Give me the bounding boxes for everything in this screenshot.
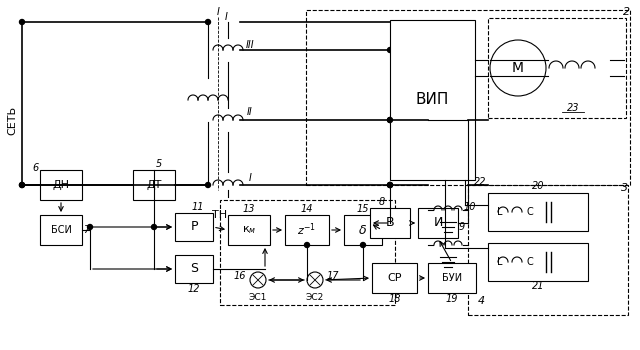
- Text: СЕТЬ: СЕТЬ: [7, 105, 17, 134]
- Text: Р: Р: [190, 220, 198, 233]
- Circle shape: [387, 182, 392, 188]
- Text: 8: 8: [379, 197, 385, 207]
- Text: 16: 16: [234, 271, 246, 281]
- Text: I: I: [225, 12, 227, 22]
- Text: I: I: [248, 173, 252, 183]
- Text: 12: 12: [188, 284, 200, 294]
- Text: 9: 9: [459, 222, 465, 232]
- Text: к$_м$: к$_м$: [242, 224, 256, 236]
- Bar: [228, 215, 270, 245]
- Text: ВИП: ВИП: [416, 92, 449, 107]
- Circle shape: [152, 224, 157, 230]
- Text: ДН: ДН: [52, 180, 70, 190]
- Text: $\delta$: $\delta$: [358, 224, 367, 237]
- Bar: [370, 208, 410, 238]
- Text: 18: 18: [388, 294, 401, 304]
- Circle shape: [250, 272, 266, 288]
- Text: 20: 20: [532, 181, 544, 191]
- Text: 2: 2: [623, 7, 630, 17]
- Text: 17: 17: [327, 271, 339, 281]
- Text: 23: 23: [567, 103, 579, 113]
- Text: 22: 22: [474, 177, 486, 187]
- Text: 6: 6: [33, 163, 39, 173]
- Text: I: I: [216, 7, 220, 17]
- Circle shape: [205, 20, 211, 25]
- Text: III: III: [246, 40, 254, 50]
- Circle shape: [205, 182, 211, 188]
- Bar: [175, 255, 213, 283]
- Circle shape: [88, 224, 93, 230]
- Text: 7: 7: [83, 225, 89, 235]
- Text: 14: 14: [301, 204, 313, 214]
- Bar: [488, 243, 588, 281]
- Text: L: L: [497, 207, 503, 217]
- Text: 13: 13: [243, 204, 255, 214]
- Text: ЭС2: ЭС2: [306, 294, 324, 302]
- Bar: [428, 263, 476, 293]
- Circle shape: [490, 40, 546, 96]
- Circle shape: [307, 272, 323, 288]
- Text: L: L: [497, 257, 503, 267]
- Text: 3: 3: [621, 183, 628, 193]
- Circle shape: [19, 182, 24, 188]
- Text: БСИ: БСИ: [51, 225, 72, 235]
- Text: 21: 21: [532, 281, 544, 291]
- Text: $z^{-1}$: $z^{-1}$: [298, 222, 317, 238]
- Circle shape: [387, 118, 392, 122]
- Text: В: В: [386, 217, 394, 230]
- Bar: [133, 170, 175, 200]
- Circle shape: [387, 48, 392, 52]
- Text: 15: 15: [356, 204, 369, 214]
- Bar: [40, 170, 82, 200]
- Bar: [175, 213, 213, 241]
- Bar: [344, 215, 382, 245]
- Bar: [390, 20, 475, 180]
- Bar: [40, 215, 82, 245]
- Circle shape: [19, 20, 24, 25]
- Text: СР: СР: [387, 273, 402, 283]
- Bar: [488, 18, 626, 118]
- Text: C: C: [527, 207, 533, 217]
- Text: БУИ: БУИ: [442, 273, 462, 283]
- Text: М: М: [512, 61, 524, 75]
- Bar: [468, 185, 628, 315]
- Text: II: II: [247, 107, 253, 117]
- Circle shape: [387, 118, 392, 122]
- Text: C: C: [527, 257, 533, 267]
- Circle shape: [305, 243, 310, 247]
- Bar: [418, 208, 458, 238]
- Circle shape: [360, 243, 365, 247]
- Bar: [306, 10, 630, 185]
- Text: 4: 4: [477, 296, 484, 306]
- Bar: [285, 215, 329, 245]
- Text: 11: 11: [192, 202, 204, 212]
- Circle shape: [387, 182, 392, 188]
- Text: 19: 19: [445, 294, 458, 304]
- Circle shape: [387, 182, 392, 188]
- Text: S: S: [190, 262, 198, 275]
- Circle shape: [19, 182, 24, 188]
- Bar: [488, 193, 588, 231]
- Text: ЭС1: ЭС1: [249, 294, 267, 302]
- Text: ТН: ТН: [212, 210, 228, 220]
- Text: 10: 10: [464, 202, 476, 212]
- Text: И: И: [433, 217, 443, 230]
- Bar: [220, 200, 395, 305]
- Text: 5: 5: [156, 159, 162, 169]
- Text: ДТ: ДТ: [147, 180, 162, 190]
- Bar: [372, 263, 417, 293]
